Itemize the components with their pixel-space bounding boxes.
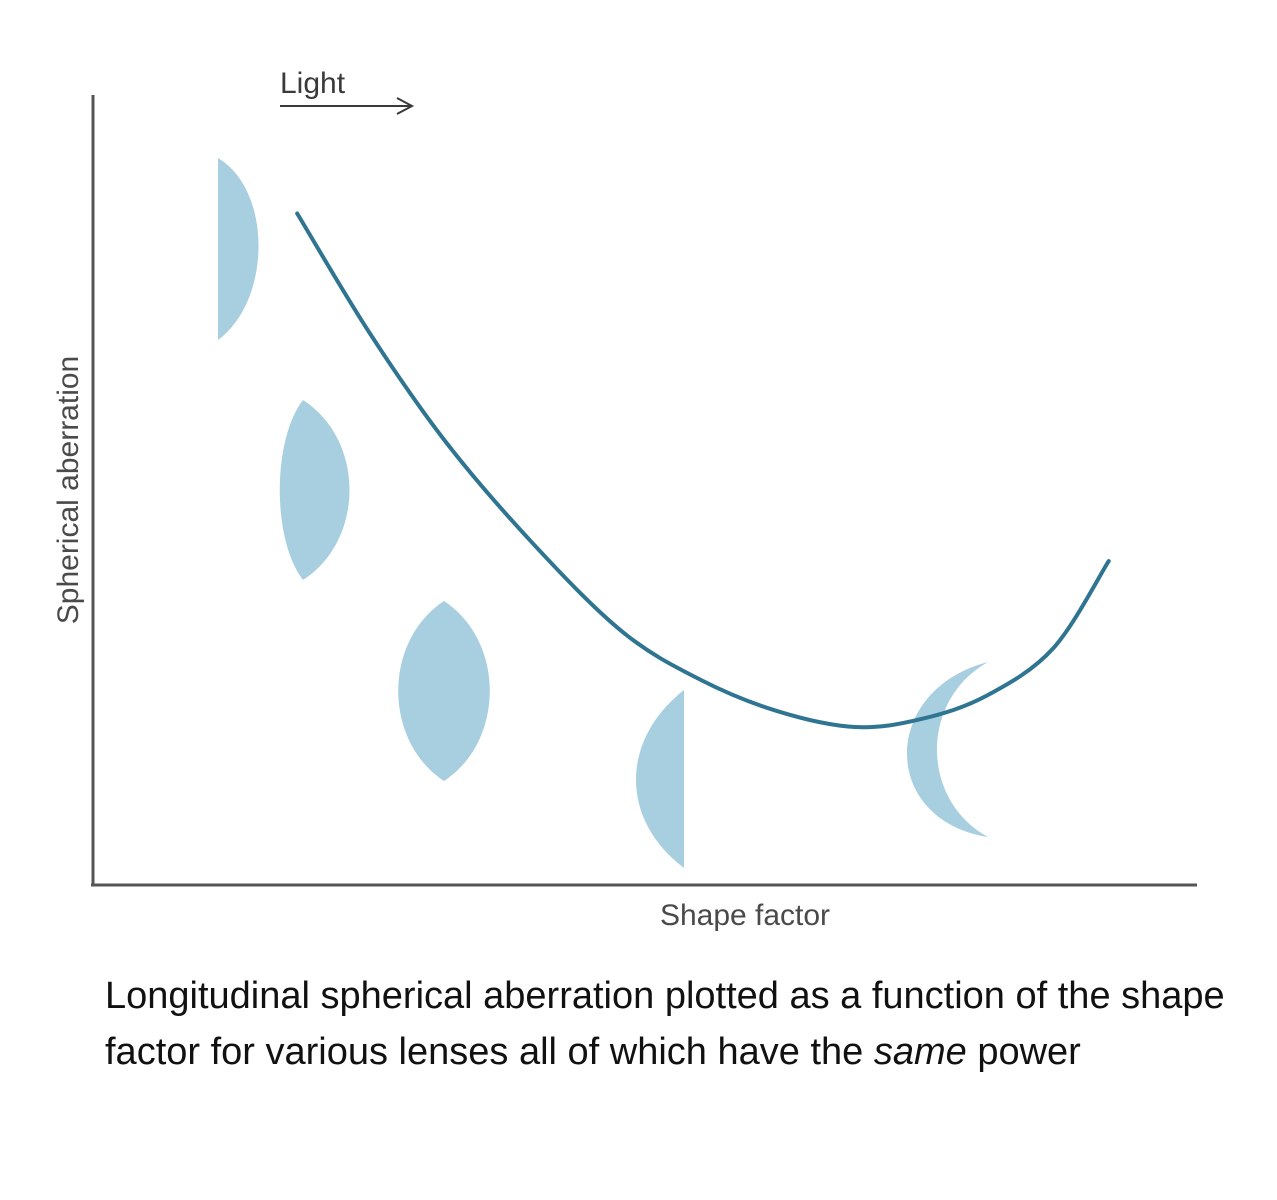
caption-tail: power (977, 1031, 1081, 1073)
lens-meniscus-icon (907, 662, 988, 837)
caption-text: Longitudinal spherical aberration plotte… (105, 975, 1225, 1073)
light-label: Light (280, 67, 346, 100)
figure-caption: Longitudinal spherical aberration plotte… (105, 968, 1225, 1080)
light-arrow-icon (280, 97, 415, 115)
lens-convex-plano-icon (636, 690, 684, 868)
lens-plano-convex-icon (218, 158, 259, 340)
lens-biconvex-asymmetric-icon (279, 400, 350, 580)
caption-emphasis: same (873, 1031, 967, 1073)
y-axis-label: Spherical aberration (52, 356, 85, 625)
lens-biconvex-icon (398, 601, 490, 781)
x-axis-label: Shape factor (660, 899, 830, 932)
series-line (295, 211, 1111, 730)
chart: Spherical aberration Shape factor Light (52, 67, 1197, 932)
